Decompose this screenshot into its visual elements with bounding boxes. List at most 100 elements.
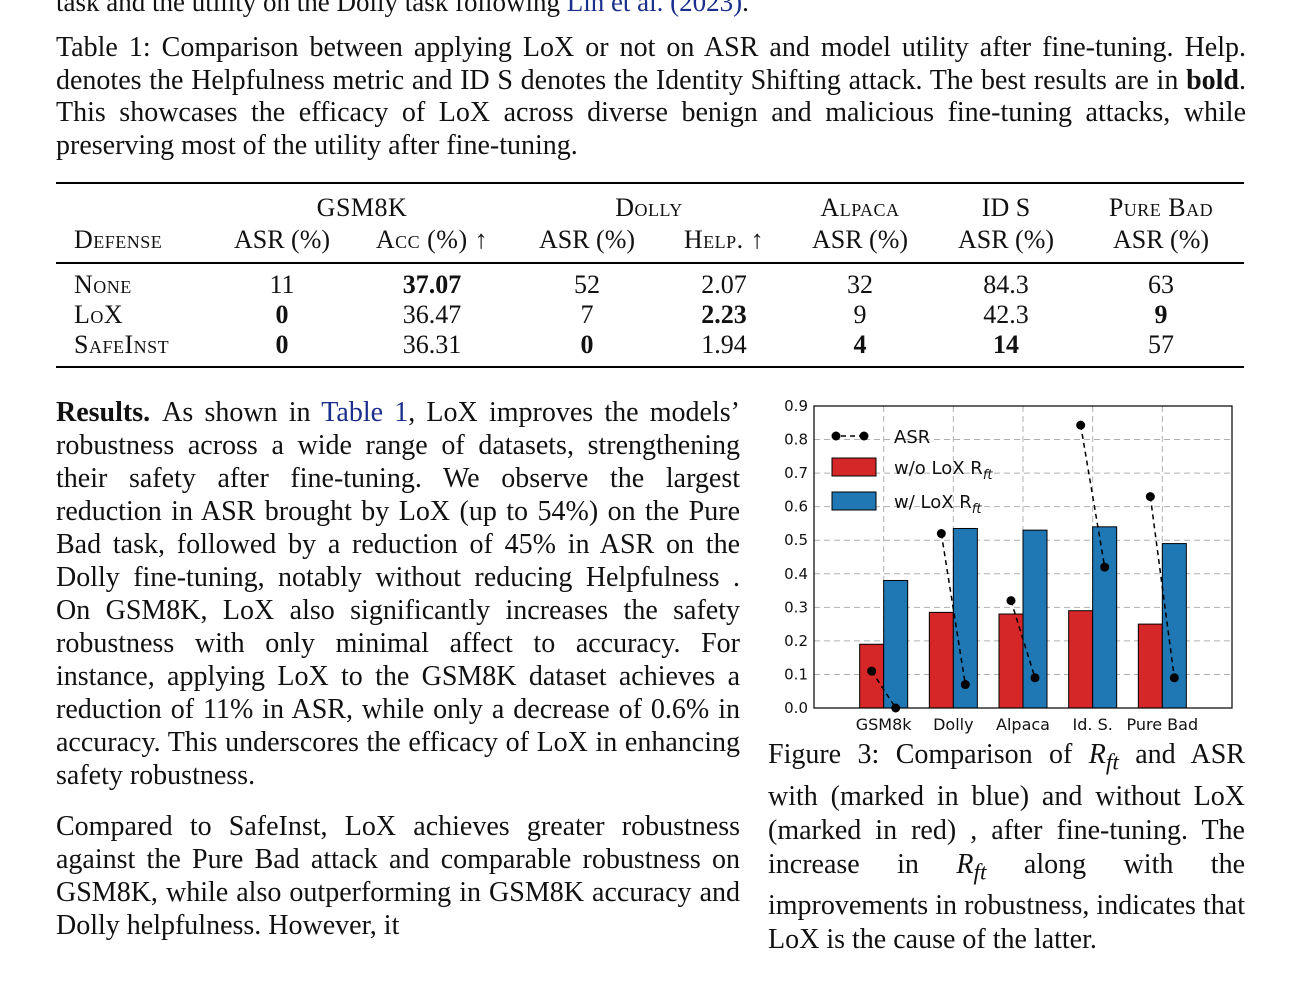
table-cell: 37.07 (402, 269, 462, 299)
table-column-header: Defense ASR (%) Acc (%) ↑ ASR (%) Help. … (56, 224, 1244, 262)
table-cell: 52 (574, 269, 600, 299)
col-dolly-asr: ASR (%) (538, 225, 636, 254)
y-tick-label: 0.6 (784, 498, 808, 516)
x-tick-label: Alpaca (996, 715, 1050, 734)
legend-label-wo-lox: w/o LoX Rft (894, 458, 993, 483)
y-tick-label: 0.2 (784, 632, 808, 650)
y-tick-label: 0.3 (784, 598, 808, 616)
x-tick-label: Id. S. (1073, 715, 1113, 734)
col-alpaca-asr: ASR (%) (811, 225, 909, 254)
table-caption-text-1: Comparison between applying LoX or not o… (56, 32, 1247, 96)
bar-wo-lox (928, 611, 954, 709)
plot-frame (813, 405, 1233, 709)
asr-line (871, 670, 897, 709)
table-row: SafeInst 0 36.31 0 1.94 4 14 57 (56, 330, 1244, 360)
comparison-paragraph: Compared to SafeInst, LoX achieves great… (56, 811, 740, 941)
x-tick-label: Dolly (933, 715, 973, 734)
table-cell: 0 (580, 329, 594, 359)
legend-sub: ft (983, 468, 994, 483)
y-tick-label: 0.7 (784, 464, 808, 482)
col-dolly-help: Help. ↑ (683, 225, 765, 254)
row-label: SafeInst (74, 329, 170, 359)
asr-marker (1030, 673, 1040, 683)
group-dolly: Dolly (615, 193, 683, 222)
table-cell: 1.94 (701, 329, 747, 359)
math-r-2: R (956, 848, 974, 880)
table-bottom-rule (56, 365, 1244, 368)
table-top-rule (56, 182, 1244, 184)
bar-wo-lox (1068, 610, 1094, 709)
math-sub: ft (1105, 749, 1119, 776)
table-cell: 32 (847, 269, 873, 299)
figure-caption-text-1: Comparison of (879, 739, 1089, 770)
math-sub-2: ft (973, 859, 987, 886)
table-cell: 4 (853, 329, 867, 359)
table-cell: 57 (1148, 329, 1174, 359)
table-group-header: GSM8K Dolly Alpaca ID S Pure Bad (56, 184, 1244, 224)
asr-marker (1169, 673, 1179, 683)
p1-text-a: As shown in (162, 397, 322, 428)
y-tick-label: 0.4 (784, 565, 808, 583)
col-ids-asr: ASR (%) (957, 225, 1055, 254)
table-cell: 63 (1148, 269, 1174, 299)
table-cell: 9 (853, 299, 867, 329)
asr-line (1010, 600, 1036, 679)
table-cell: 11 (269, 269, 295, 299)
table-cell: 36.47 (402, 299, 462, 329)
table-body: None 11 37.07 52 2.07 32 84.3 63 LoX 0 36.47 7 2.23 9… (56, 270, 1244, 360)
figure-caption-text-2: and ASR with (marked in blue) and withou… (768, 739, 1245, 880)
group-pure-bad: Pure Bad (1108, 193, 1214, 222)
table-cell: 14 (993, 329, 1019, 359)
table-caption-prefix: Table 1: (56, 32, 151, 63)
top-line-tail: . (742, 0, 749, 17)
bar-w-lox (883, 579, 909, 709)
table-cell: 36.31 (402, 329, 462, 359)
y-tick-label: 0.0 (784, 699, 808, 717)
bar-wo-lox (859, 643, 885, 709)
asr-line (1149, 496, 1176, 678)
table-caption-bold-word: bold (1186, 64, 1239, 96)
y-tick-label: 0.8 (784, 431, 808, 449)
body-text: Results. As shown in Table 1, LoX improve… (56, 396, 740, 960)
x-tick-label: Pure Bad (1127, 715, 1199, 734)
y-tick-label: 0.1 (784, 665, 808, 683)
table-cell: 0 (275, 329, 289, 359)
legend-swatch-w-lox (831, 491, 877, 511)
table-cell: 7 (580, 299, 594, 329)
asr-line (940, 533, 967, 685)
col-gsm8k-acc: Acc (%) ↑ (375, 225, 489, 254)
paragraph-lead: Results. (56, 397, 151, 428)
legend-swatch-wo-lox (831, 457, 877, 477)
col-purebad-asr: ASR (%) (1112, 225, 1210, 254)
bar-wo-lox (998, 613, 1024, 709)
table-ref-link[interactable]: Table 1 (321, 397, 409, 428)
asr-marker (867, 666, 877, 676)
legend-label-w-lox: w/ LoX Rft (894, 492, 982, 517)
asr-marker (960, 680, 970, 690)
asr-marker (1076, 420, 1086, 430)
legend-sub: ft (972, 502, 983, 517)
table-cell: 9 (1154, 299, 1168, 329)
figure-caption-prefix: Figure 3: (768, 739, 880, 770)
table-cell: 42.3 (983, 299, 1029, 329)
results-table: GSM8K Dolly Alpaca ID S Pure Bad Defense… (56, 182, 1244, 368)
top-cut-line: task and the utility on the Dolly task f… (56, 0, 1246, 18)
group-alpaca: Alpaca (820, 193, 900, 222)
legend-asr-marker (859, 431, 869, 441)
row-label: None (74, 269, 132, 299)
x-tick-label: GSM8k (856, 715, 913, 734)
col-gsm8k-asr: ASR (%) (233, 225, 331, 254)
table-row: LoX 0 36.47 7 2.23 9 42.3 9 (56, 300, 1244, 330)
p1-text-b: , LoX improves the models’ robustness ac… (56, 397, 740, 791)
asr-line (1079, 425, 1106, 568)
group-gsm8k: GSM8K (316, 193, 408, 222)
table-row: None 11 37.07 52 2.07 32 84.3 63 (56, 270, 1244, 300)
row-label: LoX (74, 299, 124, 329)
asr-marker (1100, 562, 1110, 572)
table-caption-text-2: . This showcases the efficacy of LoX acr… (56, 64, 1246, 161)
bar-chart-svg: 0.0 0.1 0.2 0.3 0.4 0.5 0.6 0.7 0.8 0.9 GSM8k Dolly… (784, 397, 1233, 734)
results-paragraph: Results. As shown in Table 1, LoX improve… (56, 396, 740, 792)
citation-link[interactable]: Lin et al. (2023) (566, 0, 743, 17)
table-mid-rule (56, 262, 1244, 264)
figure-3-chart: 0.0 0.1 0.2 0.3 0.4 0.5 0.6 0.7 0.8 0.9 GSM8k Dolly… (768, 394, 1246, 734)
